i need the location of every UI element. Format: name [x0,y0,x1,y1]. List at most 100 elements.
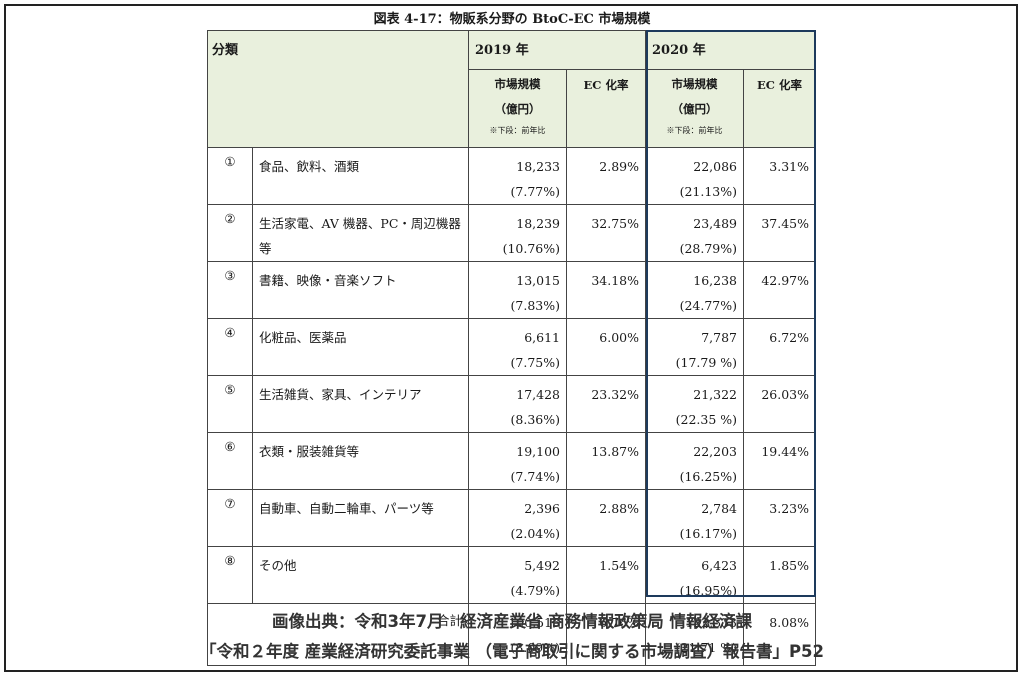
total-row: 合計 100,515 (8.09%) 6.76% 122,333 (21.71 %) 8.0… [206,603,817,666]
table-row: ⑦ 自動車、自動二輪車、パーツ等 2,396 (2.04%) 2.88% 2,784 (16… [207,489,817,547]
market-size-value: 23,489 [693,216,738,231]
ec-rate-2020-cell: 42.97% [743,261,817,319]
row-number: ④ [207,318,253,376]
ec-rate-2019-cell: 13.87% [566,432,647,490]
unit-label: （億円） [494,102,541,116]
unit-label: （億円） [671,102,718,116]
total-ec-rate-2019-cell: 6.76% [566,603,647,666]
table-row: ④ 化粧品、医薬品 6,611 (7.75%) 6.00% 7,787 (17.79 %) 6… [207,318,817,376]
table-row: ⑤ 生活雑貨、家具、インテリア 17,428 (8.36%) 23.32% 21,322 (… [207,375,817,433]
yoy-growth-value: (22.35 %) [675,412,738,427]
table-title: 図表 4-17：物販系分野の BtoC-EC 市場規模 [373,12,651,27]
ec-rate-2019-cell: 6.00% [566,318,647,376]
row-category-label: 生活家電、AV 機器、PC・周辺機器等 [251,204,470,262]
category-header: 分類 [206,30,470,148]
yoy-growth-value: (16.17%) [679,526,738,541]
market-size-value: 122,333 [685,615,738,630]
market-size-value: 16,238 [693,273,738,288]
ec-rate-2019-cell: 23.32% [566,375,647,433]
ec-rate-2019-cell: 34.18% [566,261,647,319]
source-caption-line1: 画像出典：令和3年7月 経済産業省 商務情報政策局 情報経済課 [272,612,752,631]
row-number: ⑥ [207,432,253,490]
row-number: ② [207,204,253,262]
market-size-value: 22,203 [693,444,738,459]
ec-rate-header-2019: EC 化率 [566,69,647,148]
market-size-table: 分類 2019 年 2020 年 市場規模 （億円） ※下段：前年比 EC 化率… [206,30,817,666]
row-category-label: 食品、飲料、酒類 [251,147,470,205]
market-size-2020-cell: 22,203 (16.25%) [645,432,745,490]
market-size-value: 100,515 [508,615,561,630]
market-size-value: 18,233 [516,159,561,174]
market-size-2019-cell: 2,396 (2.04%) [468,489,568,547]
total-market-size-2020-cell: 122,333 (21.71 %) [645,603,745,666]
yoy-growth-value: (7.77%) [510,184,561,199]
yoy-growth-value: (7.75%) [510,355,561,370]
market-size-label: 市場規模 [494,77,541,91]
ec-rate-2019-cell: 2.88% [566,489,647,547]
market-size-value: 18,239 [516,216,561,231]
yoy-growth-value: (24.77%) [679,298,738,313]
ec-rate-2019-cell: 32.75% [566,204,647,262]
market-size-2019-cell: 13,015 (7.83%) [468,261,568,319]
ec-rate-header-2020: EC 化率 [743,69,817,148]
yoy-growth-value: (8.36%) [510,412,561,427]
market-size-2019-cell: 19,100 (7.74%) [468,432,568,490]
yoy-growth-value: (8.09%) [510,640,561,655]
ec-rate-2020-cell: 37.45% [743,204,817,262]
market-size-2020-cell: 6,423 (16.95%) [645,546,745,604]
ec-rate-2020-cell: 3.31% [743,147,817,205]
row-category-label: 衣類・服装雑貨等 [251,432,470,490]
market-size-value: 19,100 [516,444,561,459]
market-size-value: 6,423 [701,558,738,573]
yoy-growth-value: (4.79%) [510,583,561,598]
market-size-value: 22,086 [693,159,738,174]
row-category-label: 書籍、映像・音楽ソフト [251,261,470,319]
market-note: ※下段：前年比 [489,126,546,135]
table-row: ② 生活家電、AV 機器、PC・周辺機器等 18,239 (10.76%) 32.75%… [207,204,817,262]
market-size-value: 7,787 [701,330,738,345]
market-size-2020-cell: 7,787 (17.79 %) [645,318,745,376]
total-ec-rate-2020-cell: 8.08% [743,603,817,666]
ec-rate-2020-cell: 26.03% [743,375,817,433]
yoy-growth-value: (28.79%) [679,241,738,256]
row-number: ⑧ [207,546,253,604]
market-size-header-2019: 市場規模 （億円） ※下段：前年比 [468,69,568,148]
market-size-2020-cell: 2,784 (16.17%) [645,489,745,547]
ec-rate-2019-cell: 1.54% [566,546,647,604]
market-size-value: 2,784 [701,501,738,516]
year-2020-header: 2020 年 [645,30,817,70]
yoy-growth-value: (7.74%) [510,469,561,484]
table-row: ① 食品、飲料、酒類 18,233 (7.77%) 2.89% 22,086 (21.13%… [207,147,817,205]
yoy-growth-value: (21.13%) [679,184,738,199]
table-row: ③ 書籍、映像・音楽ソフト 13,015 (7.83%) 34.18% 16,238 (24… [207,261,817,319]
market-size-value: 21,322 [693,387,738,402]
row-number: ① [207,147,253,205]
market-size-label: 市場規模 [671,77,718,91]
market-size-2019-cell: 5,492 (4.79%) [468,546,568,604]
table-row: ⑥ 衣類・服装雑貨等 19,100 (7.74%) 13.87% 22,203 (16.25… [207,432,817,490]
ec-rate-2020-cell: 3.23% [743,489,817,547]
table-row: ⑧ その他 5,492 (4.79%) 1.54% 6,423 (16.95%) 1.85% [207,546,817,604]
yoy-growth-value: (21.71 %) [675,640,738,655]
market-size-2020-cell: 16,238 (24.77%) [645,261,745,319]
yoy-growth-value: (17.79 %) [675,355,738,370]
header-row-years: 分類 2019 年 2020 年 [206,30,817,148]
ec-rate-2019-cell: 2.89% [566,147,647,205]
yoy-growth-value: (2.04%) [510,526,561,541]
row-category-label: その他 [251,546,470,604]
market-size-2019-cell: 18,239 (10.76%) [468,204,568,262]
ec-rate-2020-cell: 1.85% [743,546,817,604]
yoy-growth-value: (7.83%) [510,298,561,313]
market-note: ※下段：前年比 [666,126,723,135]
market-size-value: 17,428 [516,387,561,402]
ec-rate-2020-cell: 6.72% [743,318,817,376]
market-size-2020-cell: 23,489 (28.79%) [645,204,745,262]
market-size-header-2020: 市場規模 （億円） ※下段：前年比 [645,69,745,148]
ec-rate-2020-cell: 19.44% [743,432,817,490]
market-size-2020-cell: 22,086 (21.13%) [645,147,745,205]
market-size-value: 5,492 [524,558,561,573]
row-number: ③ [207,261,253,319]
market-size-2019-cell: 17,428 (8.36%) [468,375,568,433]
market-size-value: 2,396 [524,501,561,516]
market-size-value: 13,015 [516,273,561,288]
